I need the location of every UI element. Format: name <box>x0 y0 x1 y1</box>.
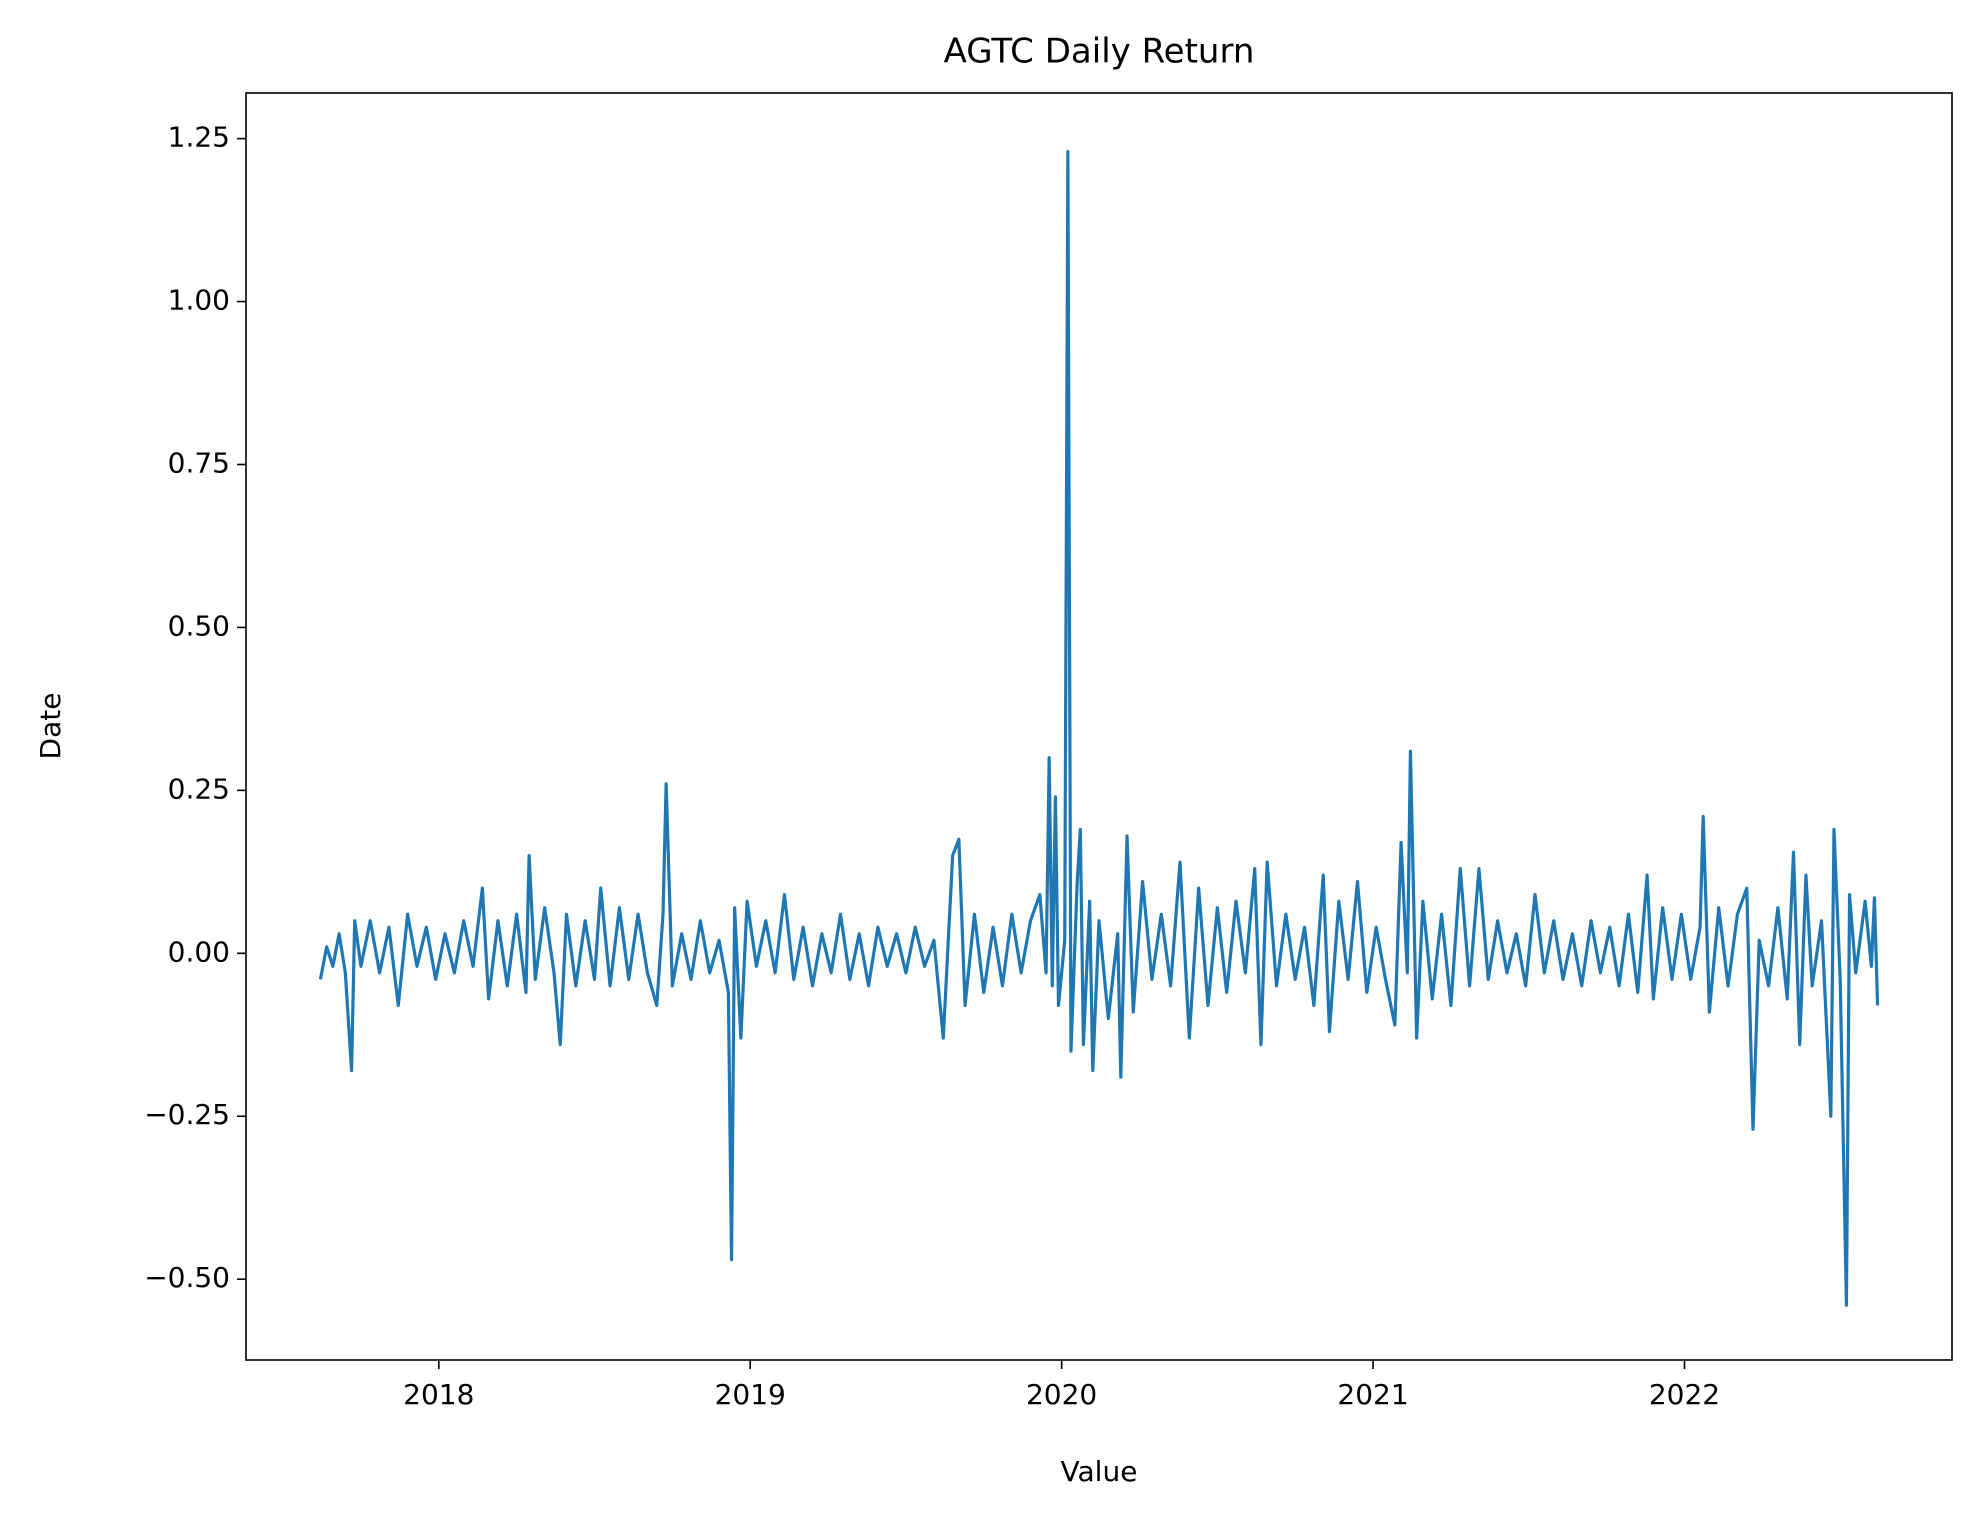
y-tick-label: 0.50 <box>168 609 230 642</box>
x-axis-label: Value <box>1061 1455 1138 1488</box>
y-tick-label: 0.75 <box>168 446 230 479</box>
x-tick-label: 2020 <box>1026 1378 1097 1411</box>
y-tick-label: 1.00 <box>168 284 230 317</box>
y-axis-label: Date <box>34 693 67 760</box>
chart-title: AGTC Daily Return <box>944 32 1255 72</box>
y-tick-label: −0.25 <box>144 1098 230 1131</box>
x-tick-label: 2018 <box>403 1378 474 1411</box>
x-tick-label: 2022 <box>1649 1378 1720 1411</box>
y-tick-label: −0.50 <box>144 1261 230 1294</box>
plot-frame <box>245 92 1953 1361</box>
data-line <box>318 150 1880 1307</box>
y-tick-label: 0.00 <box>168 935 230 968</box>
y-tick-label: 0.25 <box>168 772 230 805</box>
x-tick-label: 2019 <box>715 1378 786 1411</box>
y-tick-label: 1.25 <box>168 121 230 154</box>
x-tick-label: 2021 <box>1337 1378 1408 1411</box>
